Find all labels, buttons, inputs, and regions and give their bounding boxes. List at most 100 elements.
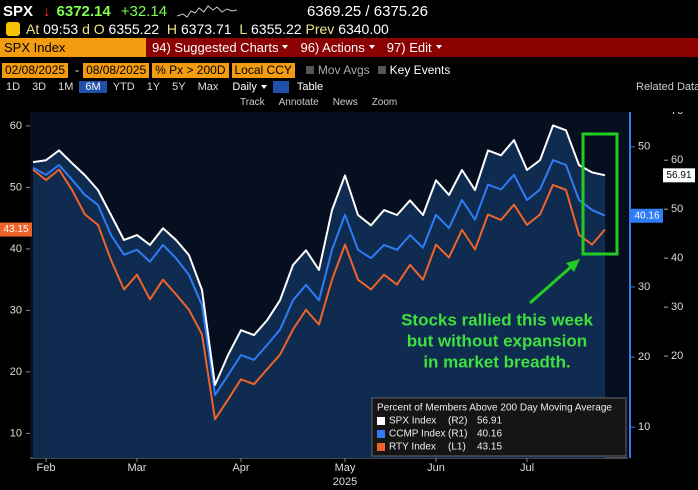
period-button[interactable]: 1D	[6, 81, 21, 93]
tool-button[interactable]: Annotate	[278, 97, 319, 108]
y-tick-label: 40	[10, 243, 22, 255]
quote-detail: At 09:53 d O 6355.22 H 6373.71 L 6355.22…	[0, 20, 698, 38]
menu-item[interactable]: 94) Suggested Charts	[152, 40, 279, 55]
sparkline	[177, 5, 238, 18]
legend-name: CCMP Index	[389, 429, 446, 440]
high: 6373.71	[180, 21, 232, 37]
bid-ask: 6369.25 / 6375.26	[307, 2, 428, 20]
direction: ↓	[43, 2, 51, 20]
period-button[interactable]: 6M	[79, 81, 107, 93]
legend-swatch	[377, 430, 385, 438]
time: 09:53	[43, 21, 79, 37]
y3-tick-label: 40	[671, 252, 683, 264]
x-tick-label: Feb	[37, 462, 56, 474]
security[interactable]: SPX Index	[0, 38, 146, 57]
legend: Percent of Members Above 200 Day Moving …	[371, 397, 627, 457]
y3-tick-label: 50	[671, 203, 683, 215]
option[interactable]: Mov Avgs	[317, 63, 370, 77]
y-tick-label: 10	[10, 427, 22, 439]
chart-icon[interactable]	[272, 81, 289, 93]
y3-tick-label: 20	[671, 350, 683, 362]
controls: 02/08/2025 - 08/08/2025 % Px > 200D Loca…	[0, 61, 698, 79]
legend-axis: (R2)	[448, 416, 467, 427]
annotation: in market breadth.	[423, 352, 570, 371]
start-date[interactable]: 02/08/2025	[2, 62, 69, 78]
y2-tick-label: 20	[638, 351, 650, 363]
high-label: H	[166, 21, 178, 37]
tag-box	[0, 222, 32, 237]
area-fill	[33, 125, 605, 459]
series-line	[32, 168, 606, 421]
tool-button[interactable]: Zoom	[371, 97, 398, 108]
last-value-tag: 40.16	[631, 208, 663, 223]
prev: 6340.00	[338, 21, 389, 37]
change: +32.14	[120, 2, 168, 20]
tools-bar: Track Annotate News Zoom	[0, 95, 698, 110]
tool-button[interactable]: News	[332, 97, 358, 108]
menu-item[interactable]: 97) Edit	[386, 40, 432, 55]
legend-axis: (R1)	[448, 429, 467, 440]
quote-bar: SPX ↓ 6372.14 +32.14 6369.25 / 6375.26	[0, 0, 698, 22]
y-tick-label: 60	[10, 120, 22, 132]
period-bar: 1D 3D 1M 6M YTD 1Y 5Y Max Daily Table Related D…	[0, 79, 698, 95]
x-year-label: 2025	[333, 476, 357, 488]
menu-item[interactable]: 96) Actions	[300, 40, 365, 55]
legend-value: 40.16	[477, 429, 502, 440]
x-tick-label: Jun	[427, 462, 445, 474]
annotation: Stocks rallied this week	[401, 310, 593, 329]
period-button[interactable]: 1Y	[146, 81, 161, 93]
period-button[interactable]: YTD	[112, 81, 135, 93]
period-button[interactable]: Max	[197, 81, 219, 93]
y3-tick-label: 60	[671, 154, 683, 166]
related-data[interactable]: Related Data	[636, 81, 698, 93]
highlight-box	[581, 132, 619, 256]
last-price: 6372.14	[56, 2, 111, 20]
currency[interactable]: Local CCY	[231, 62, 295, 78]
tag-value: 43.15	[3, 224, 28, 235]
legend-title: Percent of Members Above 200 Day Moving …	[377, 403, 612, 414]
annotation: but without expansion	[407, 331, 587, 350]
frequency[interactable]: Daily	[232, 81, 257, 93]
tag-box	[663, 168, 695, 183]
legend-name: RTY Index	[389, 442, 436, 453]
tag-value: 56.91	[666, 170, 691, 181]
tool-button[interactable]: Track	[240, 97, 265, 108]
y-tick-label: 50	[10, 181, 22, 193]
legend-value: 56.91	[477, 416, 502, 427]
open-label: O	[93, 21, 105, 37]
y2-tick-label: 30	[638, 281, 650, 293]
period-button[interactable]: 3D	[32, 81, 47, 93]
x-tick-label: Mar	[128, 462, 147, 474]
period-button[interactable]: 5Y	[172, 81, 186, 93]
x-tick-label: Jul	[520, 462, 534, 474]
end-date[interactable]: 08/08/2025	[83, 62, 150, 78]
y-tick-label: 20	[10, 366, 22, 378]
tag-box	[631, 208, 663, 223]
y3-tick-label: 30	[671, 301, 683, 313]
period-button[interactable]: 1M	[58, 81, 74, 93]
open: 6355.22	[108, 21, 160, 37]
x-tick-label: May	[335, 462, 356, 474]
prev-label: Prev	[305, 21, 335, 37]
icon	[6, 22, 20, 36]
d: d	[82, 21, 90, 37]
arrow-shaft	[529, 264, 573, 305]
x-tick-label: Apr	[232, 462, 249, 474]
field[interactable]: % Px > 200D	[152, 62, 229, 78]
table-button[interactable]: Table	[296, 81, 324, 93]
menu-bar: SPX Index 94) Suggested Charts 96) Actio…	[0, 38, 698, 57]
low-label: L	[239, 21, 248, 37]
series-line	[32, 124, 606, 386]
legend-swatch	[377, 443, 385, 451]
legend-swatch	[377, 417, 385, 425]
series-line	[32, 159, 606, 396]
last-value-tag: 56.91	[663, 168, 695, 183]
y2-tick-label: 50	[638, 141, 650, 153]
ticker: SPX	[3, 2, 34, 20]
y3-tick-label: 70	[671, 112, 683, 117]
legend-box	[371, 397, 627, 457]
y-tick-label: 30	[10, 304, 22, 316]
periods: 1D 3D 1M 6M YTD 1Y 5Y Max	[0, 81, 224, 93]
option[interactable]: Key Events	[389, 63, 451, 77]
